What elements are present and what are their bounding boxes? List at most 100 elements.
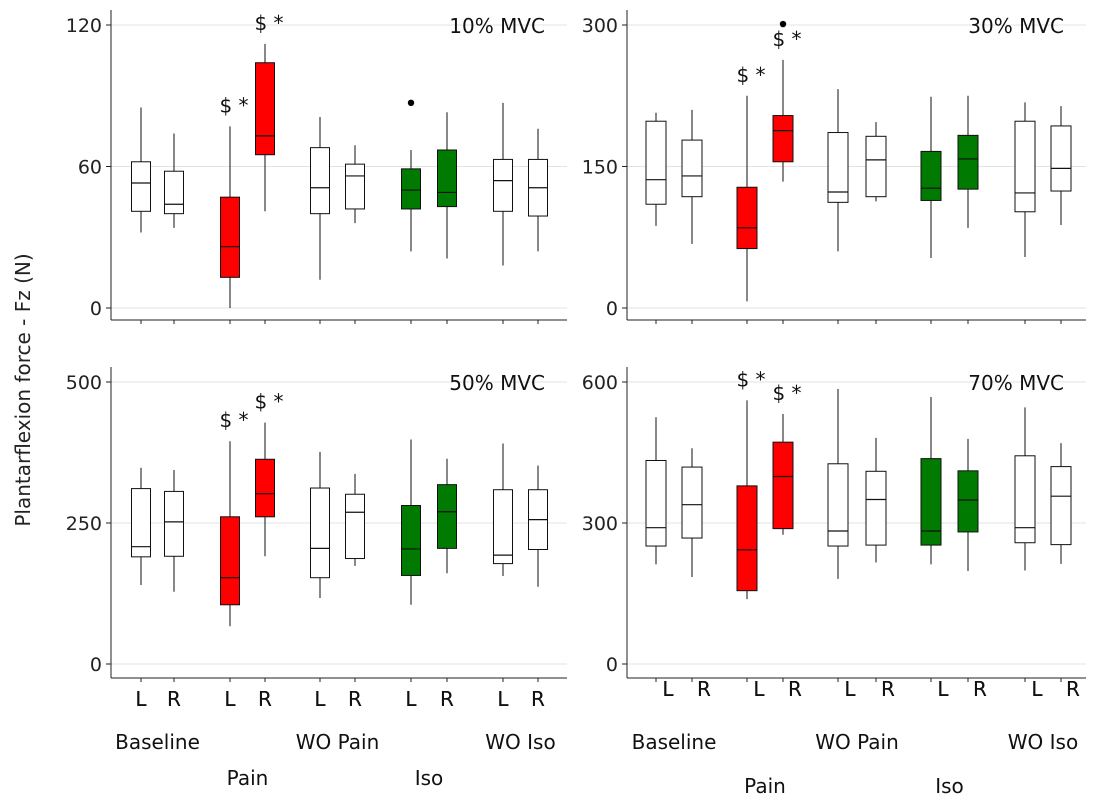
box-wo-pain-l: L [827, 89, 856, 701]
box-iqr [772, 115, 794, 163]
x-tick-label: R [440, 687, 454, 711]
box-iso-r: R [437, 458, 457, 711]
box-pain-l: $ * L [736, 367, 765, 701]
x-tick-label: L [937, 677, 949, 701]
box-pain-r: $ * R [254, 11, 283, 711]
x-tick-label: R [440, 687, 454, 711]
box-iso-r: R [957, 438, 987, 701]
x-tick-label: R [697, 677, 711, 701]
x-tick-label: L [662, 677, 674, 701]
x-tick-label: R [973, 677, 987, 701]
box-wo-pain-l: L [310, 116, 330, 711]
box-iqr [1050, 466, 1072, 546]
outlier-point [407, 99, 415, 107]
box-iqr [681, 466, 703, 539]
group-label: Iso [935, 774, 964, 798]
box-iqr [865, 135, 887, 198]
x-tick-label: R [348, 687, 362, 711]
box-baseline-r: R [681, 109, 711, 701]
box-iqr [437, 149, 457, 208]
box-iqr [345, 493, 365, 560]
box-iqr [131, 161, 151, 212]
box-iqr [681, 139, 703, 198]
box-wo-iso-l: L [493, 102, 513, 711]
y-tick-label: 120 [66, 15, 102, 37]
y-tick-label: 0 [606, 654, 618, 676]
box-iso-l: L [920, 96, 949, 701]
x-tick-label: R [531, 687, 545, 711]
group-label: WO Pain [815, 730, 899, 754]
x-tick-label: R [1066, 677, 1080, 701]
significance-marker: $ * [772, 27, 801, 51]
x-tick-label: R [531, 687, 545, 711]
group-label: Baseline [115, 730, 200, 754]
box-iqr [345, 163, 365, 210]
box-pain-r: $ * R [772, 381, 802, 701]
x-tick-label: L [135, 687, 147, 711]
box-iqr [920, 458, 942, 546]
x-tick-label: L [224, 687, 236, 711]
y-tick-label: 0 [606, 298, 618, 320]
group-label: Baseline [632, 730, 717, 754]
box-iqr [493, 489, 513, 565]
box-iqr [957, 134, 979, 190]
x-tick-label: R [258, 687, 272, 711]
x-tick-label: R [258, 687, 272, 711]
box-wo-pain-r: R [865, 437, 895, 701]
significance-marker: $ * [219, 408, 248, 432]
significance-marker: $ * [736, 367, 765, 391]
x-tick-label: R [348, 687, 362, 711]
box-iqr [164, 490, 184, 557]
significance-marker: $ * [254, 390, 283, 414]
box-iqr [772, 441, 794, 530]
x-tick-label: L [135, 687, 147, 711]
box-iqr [310, 487, 330, 579]
box-baseline-r: R [681, 448, 711, 701]
panel-title: 10% MVC [449, 14, 545, 38]
box-pain-r: $ * R [772, 20, 802, 701]
x-tick-label: L [314, 687, 326, 711]
y-tick-label: 500 [66, 372, 102, 394]
x-tick-label: R [167, 687, 181, 711]
box-iqr [865, 470, 887, 546]
x-tick-label: L [1031, 677, 1043, 701]
box-iqr [310, 147, 330, 215]
box-pain-l: $ * L [219, 408, 248, 711]
x-tick-label: R [1066, 677, 1080, 701]
box-pain-l: $ * L [219, 93, 248, 711]
box-iqr [493, 158, 513, 212]
box-baseline-l: L [645, 112, 674, 701]
box-iqr [736, 186, 758, 250]
panel-title: 50% MVC [449, 371, 545, 395]
x-tick-label: R [167, 687, 181, 711]
significance-marker: $ * [772, 381, 801, 405]
panel-title: 70% MVC [968, 371, 1064, 395]
box-iso-l: L [401, 99, 421, 711]
box-wo-iso-r: R [528, 128, 548, 711]
x-tick-label: L [497, 687, 509, 711]
x-tick-label: L [1031, 677, 1043, 701]
box-iqr [401, 168, 421, 210]
box-iqr [645, 120, 667, 205]
box-baseline-r: R [164, 133, 184, 711]
box-iqr [437, 484, 457, 549]
x-tick-label: L [497, 687, 509, 711]
box-baseline-l: L [131, 467, 151, 711]
x-tick-label: L [753, 677, 765, 701]
y-axis-label: Plantarflexion force - Fz (N) [11, 253, 35, 526]
x-tick-label: R [788, 677, 802, 701]
y-tick-label: 60 [78, 157, 102, 179]
y-tick-label: 250 [66, 513, 102, 535]
significance-marker: $ * [219, 93, 248, 117]
box-wo-pain-r: R [865, 122, 895, 701]
box-wo-pain-l: L [310, 451, 330, 711]
significance-marker: $ * [254, 11, 283, 35]
box-baseline-l: L [131, 107, 151, 711]
y-tick-label: 0 [90, 298, 102, 320]
